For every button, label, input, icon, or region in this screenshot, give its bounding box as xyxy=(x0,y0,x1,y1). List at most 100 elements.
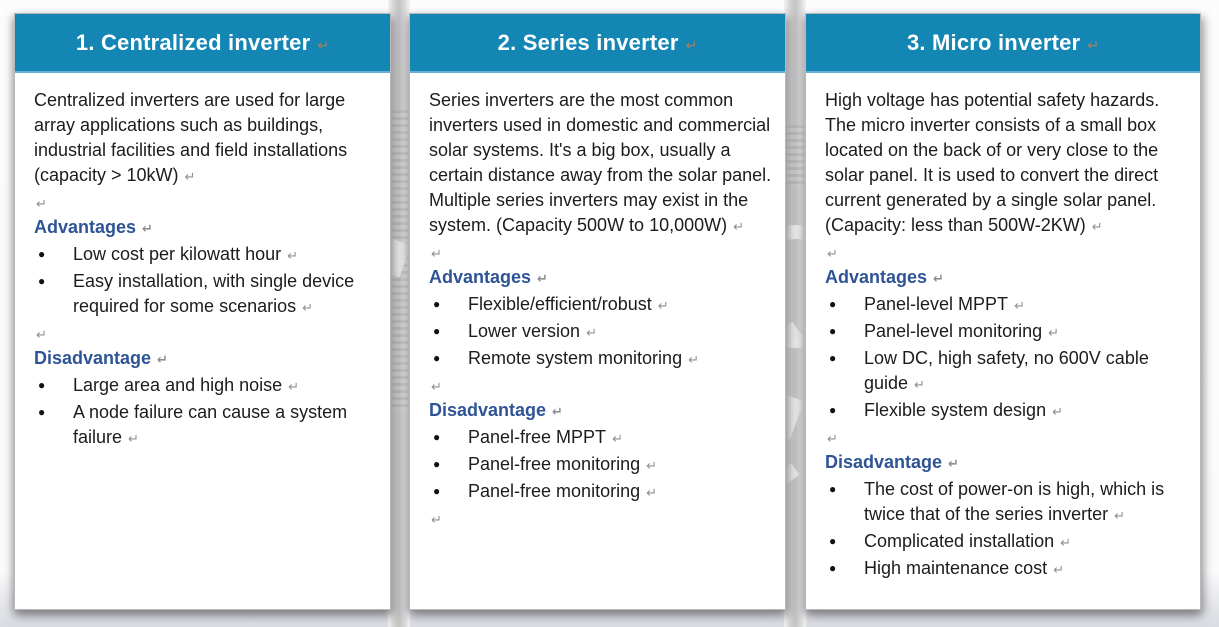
bullet-icon: ● xyxy=(38,378,46,392)
return-mark-icon: ↵ xyxy=(537,272,548,287)
advantages-list: ● Flexible/efficient/robust ↵ ● Lower versi… xyxy=(429,292,772,373)
return-mark-icon: ↵ xyxy=(646,459,657,474)
card-centralized-inverter: 1. Centralized inverter ↵ Centralized inv… xyxy=(14,13,391,610)
card-body: Centralized inverters are used for large… xyxy=(15,73,390,452)
blank-line: ↵ xyxy=(825,425,1187,450)
disadvantage-list: ● Panel-free MPPT ↵ ● Panel-free monitoring… xyxy=(429,425,772,506)
return-mark-icon: ↵ xyxy=(287,249,299,264)
card-series-inverter: 2. Series inverter ↵ Series inverters are… xyxy=(409,13,786,610)
card-header: 3. Micro inverter ↵ xyxy=(806,14,1200,73)
section-heading-disadvantage: Disadvantage ↵ xyxy=(34,348,168,368)
list-item: ● Complicated installation ↵ xyxy=(825,529,1187,556)
return-mark-icon: ↵ xyxy=(914,378,925,393)
return-mark-icon: ↵ xyxy=(827,247,838,262)
return-mark-icon: ↵ xyxy=(586,326,597,341)
blank-line: ↵ xyxy=(34,190,377,215)
return-mark-icon: ↵ xyxy=(688,353,699,368)
pole-ribs-texture xyxy=(784,125,806,185)
intro-paragraph: Centralized inverters are used for large… xyxy=(34,90,348,185)
return-mark-icon: ↵ xyxy=(552,405,563,420)
bullet-icon: ● xyxy=(38,247,46,261)
bullet-icon: ● xyxy=(829,297,837,311)
return-mark-icon: ↵ xyxy=(431,380,442,395)
bullet-icon: ● xyxy=(829,534,837,548)
bullet-icon: ● xyxy=(433,297,441,311)
return-mark-icon: ↵ xyxy=(733,220,745,235)
return-mark-icon: ↵ xyxy=(1114,509,1126,524)
list-item: ● Panel-free monitoring ↵ xyxy=(429,452,772,479)
bullet-icon: ● xyxy=(433,430,441,444)
return-mark-icon: ↵ xyxy=(302,301,314,316)
return-mark-icon: ↵ xyxy=(142,222,153,237)
section-heading-disadvantage: Disadvantage ↵ xyxy=(429,400,563,420)
blank-line: ↵ xyxy=(34,321,377,346)
return-mark-icon: ↵ xyxy=(184,170,196,185)
card-title: 2. Series inverter xyxy=(497,30,679,55)
return-mark-icon: ↵ xyxy=(933,272,944,287)
section-heading-advantages: Advantages ↵ xyxy=(825,267,944,287)
bullet-icon: ● xyxy=(829,482,837,496)
advantages-list: ● Panel-level MPPT ↵ ● Panel-level monitori… xyxy=(825,292,1187,425)
return-mark-icon: ↵ xyxy=(1048,326,1059,341)
list-item: ● Panel-free monitoring ↵ xyxy=(429,479,772,506)
return-mark-icon: ↵ xyxy=(1091,220,1103,235)
bullet-icon: ● xyxy=(829,324,837,338)
list-item: ● A node failure can cause a system failu… xyxy=(38,402,348,447)
return-mark-icon: ↵ xyxy=(431,247,442,262)
return-mark-icon: ↵ xyxy=(36,328,47,343)
return-mark-icon: ↵ xyxy=(157,353,168,368)
return-mark-icon: ↵ xyxy=(612,432,623,447)
card-header: 1. Centralized inverter ↵ xyxy=(15,14,390,73)
disadvantage-list: ● The cost of power-on is high, which is … xyxy=(825,477,1187,583)
return-mark-icon: ↵ xyxy=(1053,563,1065,578)
return-mark-icon: ↵ xyxy=(1087,38,1100,54)
disadvantage-list: ● Large area and high noise ↵ ● A node fail… xyxy=(34,373,377,452)
card-title: 3. Micro inverter xyxy=(906,30,1081,55)
card-header: 2. Series inverter ↵ xyxy=(410,14,785,73)
bullet-icon: ● xyxy=(38,274,46,288)
return-mark-icon: ↵ xyxy=(1060,536,1072,551)
list-item: ● Lower version ↵ xyxy=(429,319,772,346)
blank-line: ↵ xyxy=(429,373,772,398)
list-item: ● Easy installation, with single device r… xyxy=(38,271,355,316)
list-item: ● Remote system monitoring ↵ xyxy=(429,346,772,373)
list-item: ● Large area and high noise ↵ xyxy=(34,373,377,400)
return-mark-icon: ↵ xyxy=(431,513,442,528)
list-item: ● Low cost per kilowatt hour ↵ xyxy=(34,242,377,269)
advantages-list: ● Low cost per kilowatt hour ↵ ● Easy insta… xyxy=(34,242,377,321)
card-body: High voltage has potential safety hazard… xyxy=(806,73,1200,583)
list-item: ● Panel-free MPPT ↵ xyxy=(429,425,772,452)
return-mark-icon: ↵ xyxy=(827,432,838,447)
card-title: 1. Centralized inverter xyxy=(75,30,311,55)
bullet-icon: ● xyxy=(829,351,837,365)
list-item: ● Flexible system design ↵ xyxy=(825,398,1187,425)
return-mark-icon: ↵ xyxy=(288,380,300,395)
list-item: ● Flexible/efficient/robust ↵ xyxy=(429,292,772,319)
return-mark-icon: ↵ xyxy=(36,197,47,212)
return-mark-icon: ↵ xyxy=(128,432,139,447)
return-mark-icon: ↵ xyxy=(317,38,330,54)
bullet-icon: ● xyxy=(433,324,441,338)
card-micro-inverter: 3. Micro inverter ↵ High voltage has pote… xyxy=(805,13,1201,610)
intro-paragraph: Series inverters are the most common inv… xyxy=(429,90,772,235)
return-mark-icon: ↵ xyxy=(657,299,669,314)
blank-line: ↵ xyxy=(429,240,772,265)
bullet-icon: ● xyxy=(433,457,441,471)
blank-line: ↵ xyxy=(825,240,1187,265)
return-mark-icon: ↵ xyxy=(948,457,959,472)
return-mark-icon: ↵ xyxy=(685,38,698,54)
card-body: Series inverters are the most common inv… xyxy=(410,73,785,531)
return-mark-icon: ↵ xyxy=(1014,299,1025,314)
section-heading-advantages: Advantages ↵ xyxy=(34,217,153,237)
section-heading-disadvantage: Disadvantage ↵ xyxy=(825,452,959,472)
bullet-icon: ● xyxy=(829,561,837,575)
bullet-icon: ● xyxy=(38,405,46,419)
list-item: ● Low DC, high safety, no 600V cable guid… xyxy=(829,348,1149,393)
list-item: ● Panel-level MPPT ↵ xyxy=(825,292,1187,319)
bullet-icon: ● xyxy=(829,403,837,417)
blank-line: ↵ xyxy=(429,506,772,531)
list-item: ● High maintenance cost ↵ xyxy=(825,556,1187,583)
bullet-icon: ● xyxy=(433,484,441,498)
bullet-icon: ● xyxy=(433,351,441,365)
